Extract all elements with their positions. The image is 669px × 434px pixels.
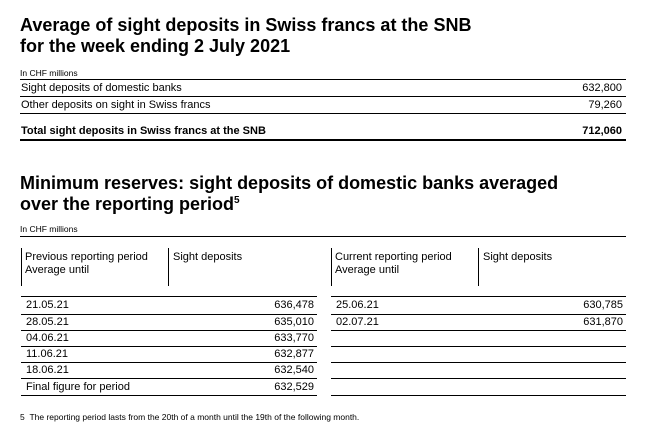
row-other-value: 79,260 xyxy=(588,99,622,111)
row-other-label: Other deposits on sight in Swiss francs xyxy=(21,99,211,111)
curr-value-header: Sight deposits xyxy=(483,251,553,263)
total-label: Total sight deposits in Swiss francs at … xyxy=(21,125,266,137)
section2-title-line2: over the reporting period xyxy=(20,194,235,214)
total-rule xyxy=(20,139,626,141)
prev-header-rule xyxy=(21,296,317,297)
prev-row-date: 21.05.21 xyxy=(26,299,69,311)
section1-title-line1: Average of sight deposits in Swiss franc… xyxy=(20,15,472,35)
curr-row-date: 02.07.21 xyxy=(336,316,379,328)
row-domestic-value: 632,800 xyxy=(582,82,622,94)
curr-header-line2: Average until xyxy=(335,264,400,276)
curr-bottom-rule xyxy=(331,395,626,396)
prev-row-date: 18.06.21 xyxy=(26,364,69,376)
curr-row-value: 630,785 xyxy=(583,299,623,311)
section1-top-rule xyxy=(20,79,626,80)
prev-row-rule xyxy=(21,346,317,347)
prev-row-rule xyxy=(21,362,317,363)
prev-row-rule xyxy=(21,330,317,331)
curr-row-rule xyxy=(331,362,626,363)
prev-row-value: 632,540 xyxy=(274,364,314,376)
prev-final-label: Final figure for period xyxy=(26,381,130,393)
section2-title-line1: Minimum reserves: sight deposits of dome… xyxy=(20,173,559,193)
curr-header-line1: Current reporting period xyxy=(335,251,452,263)
curr-row-value: 631,870 xyxy=(583,316,623,328)
section2-title-line2-wrap: over the reporting period5 xyxy=(20,194,558,215)
footnote-ref: 5 xyxy=(234,195,240,206)
curr-row-rule xyxy=(331,346,626,347)
section2-title: Minimum reserves: sight deposits of dome… xyxy=(20,173,558,215)
header-divider xyxy=(168,248,169,286)
prev-row-value: 632,877 xyxy=(274,348,314,360)
section2-unit: In CHF millions xyxy=(20,224,78,234)
header-divider xyxy=(478,248,479,286)
curr-row-rule xyxy=(331,378,626,379)
prev-row-value: 636,478 xyxy=(274,299,314,311)
footnote: 5 The reporting period lasts from the 20… xyxy=(20,412,359,422)
header-divider xyxy=(331,248,332,286)
row-rule xyxy=(20,113,626,114)
prev-row-value: 633,770 xyxy=(274,332,314,344)
section2-top-rule xyxy=(20,236,626,237)
row-rule xyxy=(20,96,626,97)
prev-row-value: 635,010 xyxy=(274,316,314,328)
curr-row-rule xyxy=(331,314,626,315)
prev-row-rule xyxy=(21,378,317,379)
curr-header-rule xyxy=(331,296,626,297)
prev-row-date: 04.06.21 xyxy=(26,332,69,344)
section1-title: Average of sight deposits in Swiss franc… xyxy=(20,15,471,57)
row-domestic-label: Sight deposits of domestic banks xyxy=(21,82,182,94)
prev-header-line2: Average until xyxy=(25,264,90,276)
prev-header: Previous reporting period Average until xyxy=(25,251,148,277)
prev-final-value: 632,529 xyxy=(274,381,314,393)
footnote-text: The reporting period lasts from the 20th… xyxy=(29,412,360,422)
prev-bottom-rule xyxy=(21,395,317,396)
curr-header: Current reporting period Average until xyxy=(335,251,452,277)
section1-title-line2: for the week ending 2 July 2021 xyxy=(20,36,291,56)
footnote-number: 5 xyxy=(20,412,25,422)
prev-header-line1: Previous reporting period xyxy=(25,251,148,263)
section1-unit: In CHF millions xyxy=(20,68,78,78)
prev-row-rule xyxy=(21,314,317,315)
curr-row-date: 25.06.21 xyxy=(336,299,379,311)
curr-row-rule xyxy=(331,330,626,331)
prev-value-header: Sight deposits xyxy=(173,251,243,263)
prev-row-date: 11.06.21 xyxy=(26,348,69,360)
header-divider xyxy=(21,248,22,286)
total-value: 712,060 xyxy=(582,125,622,137)
prev-row-date: 28.05.21 xyxy=(26,316,69,328)
